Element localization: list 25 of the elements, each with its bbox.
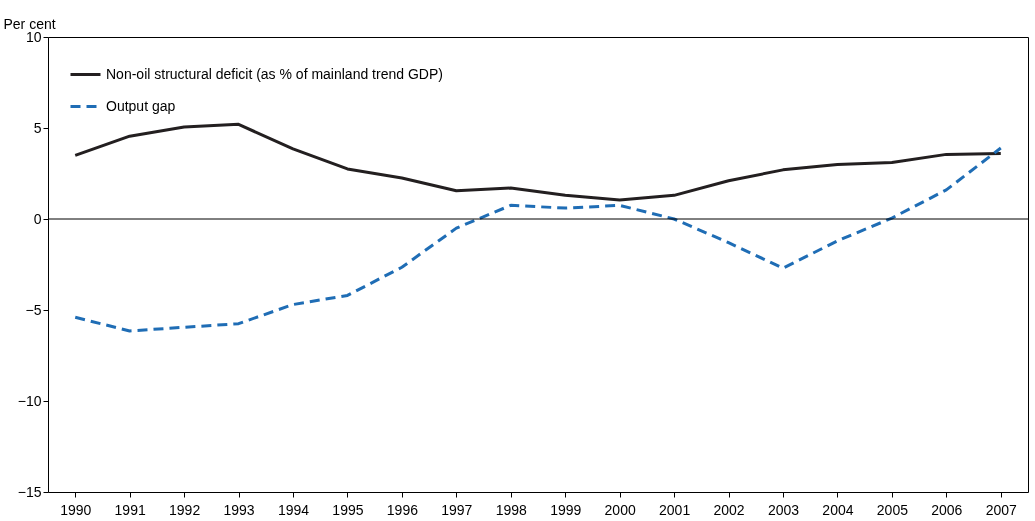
- x-tick-label: 1994: [277, 501, 310, 518]
- x-tick-label: 1992: [169, 501, 201, 518]
- x-tick-label: 2003: [767, 501, 800, 518]
- x-tick-label: 2005: [876, 501, 909, 518]
- x-tick-label: 2002: [713, 501, 745, 518]
- x-tick-label: 1990: [60, 501, 92, 518]
- x-tick-label: 1991: [114, 501, 146, 518]
- y-tick-label: −10: [17, 392, 42, 409]
- y-tick-label: −5: [25, 301, 42, 318]
- x-tick-label: 2004: [822, 501, 854, 518]
- legend-label: Output gap: [106, 97, 176, 114]
- y-tick-label: −15: [17, 483, 42, 500]
- x-tick-label: 1997: [441, 501, 473, 518]
- x-tick-label: 2001: [659, 501, 691, 518]
- x-tick-label: 2007: [985, 501, 1018, 518]
- x-tick-label: 1993: [223, 501, 255, 518]
- x-tick-label: 1996: [386, 501, 419, 518]
- x-tick-label: 1999: [550, 501, 582, 518]
- y-tick-label: 5: [33, 119, 42, 136]
- y-tick-label: 0: [33, 210, 42, 227]
- x-tick-label: 2006: [931, 501, 963, 518]
- x-tick-label: 2000: [604, 501, 636, 518]
- legend-label: Non-oil structural deficit (as % of mainland trend GDP): [106, 65, 443, 82]
- x-tick-label: 1998: [495, 501, 528, 518]
- x-tick-label: 1995: [332, 501, 364, 518]
